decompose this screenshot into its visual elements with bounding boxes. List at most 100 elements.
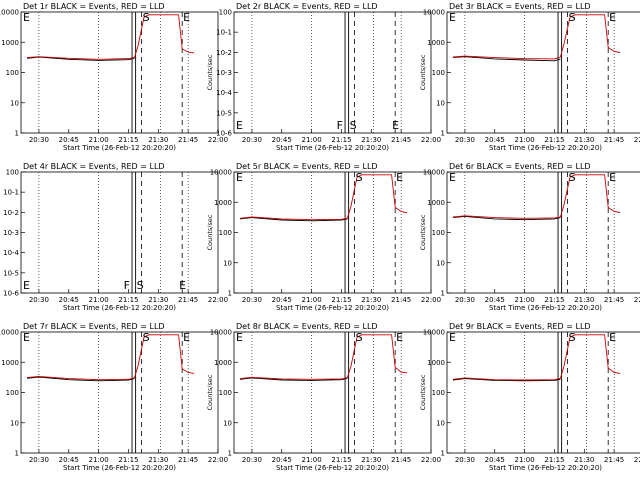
marker-label: E <box>392 119 399 132</box>
x-tick-label: 22:00 <box>208 296 228 304</box>
chart-panel-9: Det 9r BLACK = Events, RED = LLD 1 10 100 10… <box>419 322 640 472</box>
marker-label: E <box>609 171 616 184</box>
y-tick-label: 10000 <box>0 329 19 337</box>
series-line-2 <box>239 174 408 221</box>
marker-label: E <box>179 279 186 292</box>
x-tick-label: 21:45 <box>391 456 411 464</box>
chart-panel-6: Det 6r BLACK = Events, RED = LLD 1 10 100 10… <box>419 162 640 312</box>
x-tick-label: 21:00 <box>302 456 322 464</box>
x-tick-label: 20:30 <box>455 456 475 464</box>
x-tick-label: 21:45 <box>391 136 411 144</box>
x-tick-label: 21:30 <box>574 456 594 464</box>
y-tick-label: 1000 <box>214 199 232 207</box>
x-tick-label: 21:45 <box>178 296 198 304</box>
y-tick-label: 10 <box>436 419 445 427</box>
x-tick-label: 20:30 <box>242 296 262 304</box>
plot-frame <box>446 11 640 134</box>
y-tick-label: 10-5 <box>216 109 232 117</box>
x-tick-label: 20:45 <box>272 136 292 144</box>
x-tick-label: 21:30 <box>361 456 381 464</box>
y-tick-label: 10 <box>10 99 19 107</box>
x-tick-label: 21:45 <box>604 456 624 464</box>
marker-label: S <box>569 331 576 344</box>
y-tick-label: 10000 <box>210 169 232 177</box>
series-line-2 <box>26 334 195 381</box>
x-tick-label: 20:45 <box>59 456 79 464</box>
x-tick-label: 21:15 <box>331 136 351 144</box>
chart-title: Det 7r BLACK = Events, RED = LLD <box>23 322 165 331</box>
x-tick-label: 21:15 <box>544 136 564 144</box>
y-tick-label: 1 <box>441 130 445 138</box>
y-axis-label: Counts/sec <box>0 54 1 90</box>
x-tick-label: 20:45 <box>485 296 505 304</box>
y-tick-label: 10-3 <box>3 229 19 237</box>
y-tick-label: 1000 <box>214 359 232 367</box>
chart-title: Det 9r BLACK = Events, RED = LLD <box>449 322 591 331</box>
x-tick-label: 20:30 <box>455 296 475 304</box>
chart-title: Det 8r BLACK = Events, RED = LLD <box>236 322 378 331</box>
x-tick-label: 21:00 <box>89 136 109 144</box>
x-tick-label: 22:00 <box>421 456 441 464</box>
y-tick-label: 100 <box>219 9 232 17</box>
y-axis-label: Counts/sec <box>0 214 1 250</box>
x-tick-label: 21:00 <box>89 296 109 304</box>
x-axis-label: Start Time (26-Feb-12 20:20:20) <box>276 304 389 312</box>
marker-label: S <box>356 171 363 184</box>
x-tick-label: 22:00 <box>634 296 640 304</box>
x-tick-label: 21:15 <box>118 136 138 144</box>
marker-label: E <box>609 331 616 344</box>
x-tick-label: 21:45 <box>178 456 198 464</box>
marker-label: E <box>396 331 403 344</box>
x-axis-label: Start Time (26-Feb-12 20:20:20) <box>489 304 602 312</box>
chart-panel-7: Det 7r BLACK = Events, RED = LLD 1 10 100 10… <box>0 322 228 472</box>
y-tick-label: 1 <box>441 450 445 458</box>
y-axis-label: Counts/sec <box>206 54 214 90</box>
y-tick-label: 10 <box>223 419 232 427</box>
marker-label: E <box>236 331 243 344</box>
x-axis-label: Start Time (26-Feb-12 20:20:20) <box>489 464 602 472</box>
x-tick-label: 20:30 <box>455 136 475 144</box>
y-tick-label: 10000 <box>423 9 445 17</box>
x-tick-label: 21:30 <box>574 136 594 144</box>
marker-label: E <box>23 279 30 292</box>
x-axis-label: Start Time (26-Feb-12 20:20:20) <box>489 144 602 152</box>
series-line-2 <box>452 14 621 60</box>
marker-label: E <box>183 331 190 344</box>
marker-label: S <box>350 119 357 132</box>
x-tick-label: 21:15 <box>118 296 138 304</box>
x-tick-label: 20:45 <box>59 136 79 144</box>
y-tick-label: 10-1 <box>3 189 19 197</box>
marker-label: S <box>143 11 150 24</box>
x-tick-label: 21:30 <box>148 456 168 464</box>
x-tick-label: 20:30 <box>29 296 49 304</box>
x-tick-label: 21:15 <box>331 456 351 464</box>
y-tick-label: 10000 <box>0 9 19 17</box>
x-tick-label: 21:00 <box>515 296 535 304</box>
chart-panel-2: Det 2r BLACK = Events, RED = LLD 10-6 10-5… <box>206 2 441 152</box>
y-tick-label: 1 <box>15 450 19 458</box>
y-tick-label: 10-2 <box>3 209 19 217</box>
marker-label: E <box>23 11 30 24</box>
chart-panel-3: Det 3r BLACK = Events, RED = LLD 1 10 100 10… <box>419 2 640 152</box>
marker-label: E <box>449 11 456 24</box>
y-tick-label: 1 <box>228 450 232 458</box>
y-tick-label: 10-1 <box>216 29 232 37</box>
x-tick-label: 21:30 <box>574 296 594 304</box>
series-line-1 <box>452 215 561 221</box>
y-tick-label: 10-6 <box>3 290 19 298</box>
x-tick-label: 22:00 <box>208 456 228 464</box>
y-tick-label: 100 <box>219 389 232 397</box>
y-tick-label: 100 <box>432 69 445 77</box>
chart-title: Det 4r BLACK = Events, RED = LLD <box>23 162 165 171</box>
x-axis-label: Start Time (26-Feb-12 20:20:20) <box>276 144 389 152</box>
marker-label: E <box>236 171 243 184</box>
x-tick-label: 21:15 <box>331 296 351 304</box>
y-tick-label: 100 <box>6 69 19 77</box>
y-tick-label: 1000 <box>1 39 19 47</box>
y-tick-label: 100 <box>432 389 445 397</box>
y-tick-label: 10-5 <box>3 269 19 277</box>
x-axis-label: Start Time (26-Feb-12 20:20:20) <box>276 464 389 472</box>
x-tick-label: 21:30 <box>148 296 168 304</box>
y-tick-label: 100 <box>432 229 445 237</box>
x-tick-label: 21:45 <box>604 136 624 144</box>
